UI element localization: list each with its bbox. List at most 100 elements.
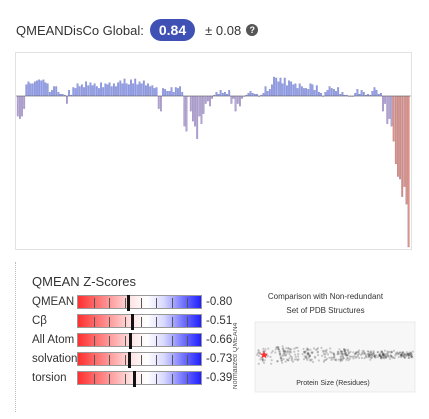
local-score-bar: [145, 85, 147, 97]
local-score-bar: [382, 95, 384, 112]
zscore-tick: [93, 317, 95, 327]
local-score-bar: [181, 92, 184, 97]
local-score-bar: [44, 82, 47, 97]
local-score-bar: [307, 89, 310, 97]
local-score-bar: [46, 83, 49, 97]
zscore-row: QMEAN -0.80: [32, 295, 232, 311]
global-score-row: QMEANDisCo Global: 0.84 ± 0.08 ?: [16, 17, 259, 43]
local-score-bar: [273, 76, 275, 97]
local-score-bar: [16, 95, 19, 117]
reference-structures-cloud: [256, 345, 414, 365]
local-score-bar: [296, 88, 299, 97]
local-score-bar: [283, 77, 286, 97]
local-score-bar: [241, 95, 243, 99]
local-score-bar: [219, 90, 222, 97]
local-score-bar: [288, 80, 290, 97]
zscore-tick: [93, 298, 95, 308]
comparison-xlabel: Protein Size (Residues): [296, 380, 370, 387]
local-score-bar: [123, 78, 126, 97]
zscore-row: Cβ -0.51: [32, 314, 232, 330]
local-score-bar: [110, 86, 113, 97]
local-score-bar: [224, 92, 226, 97]
local-score-bar: [281, 83, 284, 97]
zscore-label: Cβ: [32, 315, 47, 327]
comparison-ylabel: Normalized QMEAN4: [233, 322, 239, 389]
zscore-tick: [171, 317, 173, 327]
comparison-plot: Comparison with Non-redundant Set of PDB…: [233, 292, 418, 397]
local-score-bar: [40, 80, 43, 97]
local-score-bar: [65, 95, 68, 104]
zscore-tick: [109, 317, 111, 327]
model-star-marker: [260, 350, 268, 359]
local-score-bar: [51, 90, 53, 97]
local-score-bar: [174, 87, 177, 97]
local-score-bar: [31, 83, 34, 97]
local-score-bar: [117, 82, 120, 97]
zscore-label: All Atom: [32, 334, 75, 346]
local-score-bar: [403, 95, 406, 187]
local-score-bar: [204, 95, 207, 104]
local-score-bar: [279, 77, 282, 97]
local-score-bar: [236, 95, 239, 104]
local-score-bar: [42, 79, 45, 97]
local-score-bar: [275, 77, 278, 97]
local-score-bar: [211, 95, 214, 99]
local-score-bar: [147, 83, 149, 97]
local-score-bar: [305, 88, 308, 97]
local-score-bar: [215, 92, 218, 97]
local-score-bar: [93, 83, 96, 97]
global-score-label: QMEANDisCo Global:: [16, 22, 144, 38]
local-score-bar: [57, 92, 60, 97]
local-score-bar: [303, 88, 305, 97]
local-score-bar: [121, 83, 124, 97]
local-score-bar: [228, 90, 231, 97]
zscore-bar: [77, 295, 202, 311]
zscore-row: torsion -0.39: [32, 371, 232, 387]
zscore-label: torsion: [32, 372, 67, 384]
local-score-bar: [132, 83, 135, 97]
local-score-bar: [209, 95, 211, 107]
zscore-marker: [126, 295, 130, 311]
local-score-bar: [36, 80, 38, 97]
local-score-bar: [337, 87, 340, 97]
zscore-tick: [156, 336, 158, 346]
local-score-bar: [168, 91, 171, 97]
local-score-bar: [315, 85, 318, 97]
local-score-bar: [335, 91, 337, 97]
comparison-scatter: Protein Size (Residues) Normalized QMEAN4: [233, 321, 416, 393]
local-score-bar: [95, 86, 98, 97]
local-score-bar: [102, 87, 105, 97]
zscore-bar: [77, 352, 202, 368]
local-score-bar: [354, 93, 357, 97]
local-score-bar: [397, 95, 399, 177]
zscore-marker: [132, 371, 136, 387]
zscore-tick: [156, 298, 158, 308]
local-score-bar: [198, 95, 201, 117]
question-circle-icon[interactable]: ?: [246, 24, 259, 36]
local-score-bar: [23, 95, 26, 109]
global-score-badge: 0.84: [149, 19, 196, 41]
local-score-bar: [125, 83, 128, 97]
local-score-bar: [271, 84, 273, 97]
local-score-bar: [19, 95, 21, 119]
local-score-bar: [234, 95, 237, 112]
local-score-bar: [318, 92, 320, 97]
local-score-bar: [311, 84, 314, 97]
local-score-bar: [87, 85, 90, 97]
local-score-bar: [166, 91, 169, 97]
zscore-tick: [171, 374, 173, 384]
local-score-bar: [140, 83, 143, 97]
local-score-bar: [324, 92, 327, 97]
local-score-bar: [292, 84, 295, 97]
local-score-bar: [249, 91, 252, 97]
comparison-frame: [254, 321, 416, 393]
local-score-bar: [399, 95, 401, 180]
local-score-bar: [309, 83, 312, 97]
zscore-tick: [171, 336, 173, 346]
local-score-bar: [29, 83, 32, 97]
local-score-bar: [76, 83, 79, 97]
local-score-bar: [298, 83, 301, 97]
zscore-tick: [109, 336, 111, 346]
local-score-bar: [89, 82, 92, 97]
zscore-value: -0.80: [206, 296, 233, 308]
